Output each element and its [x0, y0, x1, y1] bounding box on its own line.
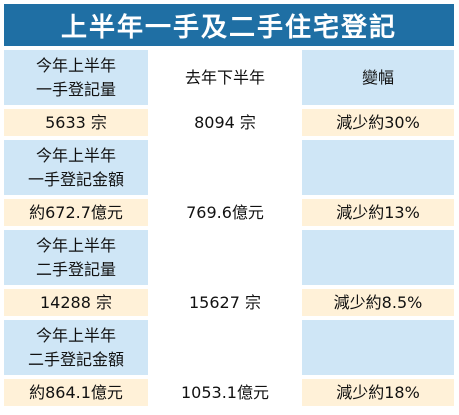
value-row-1: 5633 宗 8094 宗 減少約30%	[4, 109, 454, 136]
row-label-line2: 一手登記量	[35, 79, 116, 99]
empty-header-cell	[152, 320, 298, 375]
column-header-change: 變幅	[302, 50, 454, 105]
value-change: 減少約18%	[302, 379, 454, 406]
row-label-cell: 今年上半年 一手登記金額	[4, 140, 148, 195]
value-last-half: 15627 宗	[152, 289, 298, 316]
value-row-3: 14288 宗 15627 宗 減少約8.5%	[4, 289, 454, 316]
value-this-half: 5633 宗	[4, 109, 148, 136]
value-last-half: 8094 宗	[152, 109, 298, 136]
empty-header-cell	[152, 140, 298, 195]
row-label-line1: 今年上半年	[35, 145, 116, 165]
header-row-4: 今年上半年 二手登記金額	[4, 320, 454, 375]
header-row-1: 今年上半年 一手登記量 去年下半年 變幅	[4, 50, 454, 105]
value-change: 減少約30%	[302, 109, 454, 136]
row-label-line2: 一手登記金額	[27, 169, 124, 189]
header-row-2: 今年上半年 一手登記金額	[4, 140, 454, 195]
value-this-half: 約864.1億元	[4, 379, 148, 406]
value-last-half: 769.6億元	[152, 199, 298, 226]
row-label-line2: 二手登記金額	[27, 349, 124, 369]
row-label-line1: 今年上半年	[35, 55, 116, 75]
value-row-2: 約672.7億元 769.6億元 減少約13%	[4, 199, 454, 226]
registration-table: 今年上半年 一手登記量 去年下半年 變幅 5633 宗 8094 宗 減少約30…	[4, 50, 454, 410]
row-label-line1: 今年上半年	[35, 325, 116, 345]
empty-header-cell	[302, 140, 454, 195]
row-label-cell: 今年上半年 一手登記量	[4, 50, 148, 105]
value-this-half: 14288 宗	[4, 289, 148, 316]
row-label-line2: 二手登記量	[35, 259, 116, 279]
value-change: 減少約8.5%	[302, 289, 454, 316]
row-label-cell: 今年上半年 二手登記量	[4, 230, 148, 285]
value-this-half: 約672.7億元	[4, 199, 148, 226]
value-change: 減少約13%	[302, 199, 454, 226]
header-row-3: 今年上半年 二手登記量	[4, 230, 454, 285]
row-label-cell: 今年上半年 二手登記金額	[4, 320, 148, 375]
value-row-4: 約864.1億元 1053.1億元 減少約18%	[4, 379, 454, 406]
empty-header-cell	[302, 230, 454, 285]
empty-header-cell	[302, 320, 454, 375]
empty-header-cell	[152, 230, 298, 285]
column-header-last-half: 去年下半年	[152, 50, 298, 105]
row-label-line1: 今年上半年	[35, 235, 116, 255]
table-title: 上半年一手及二手住宅登記	[4, 4, 454, 46]
value-last-half: 1053.1億元	[152, 379, 298, 406]
